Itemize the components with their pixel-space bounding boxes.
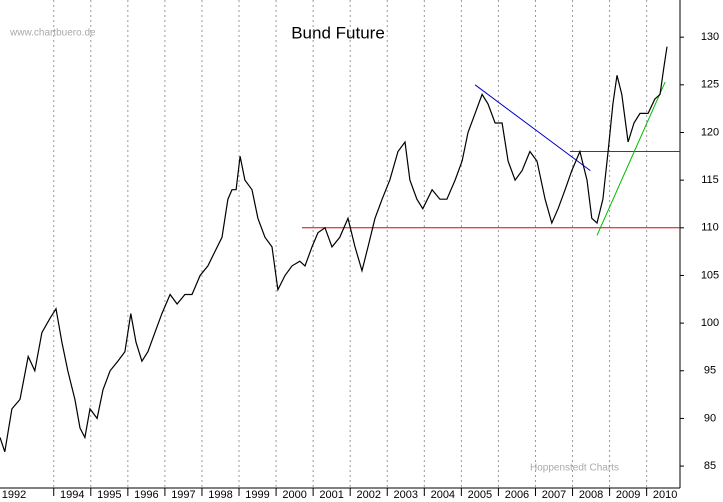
x-tick-label: 2008 [579, 489, 603, 501]
trend-line [474, 84, 591, 172]
y-tick-label: 110 [701, 222, 719, 234]
x-tick-label: 2001 [319, 489, 343, 501]
chart-title: Bund Future [291, 23, 385, 42]
source-note: Hoppenstedt Charts [530, 463, 619, 474]
x-tick-label: 2006 [505, 489, 529, 501]
x-tick-label: 2009 [616, 489, 640, 501]
x-tick-label: 2007 [542, 489, 566, 501]
y-tick-label: 85 [704, 460, 716, 472]
x-tick-label: 1999 [245, 489, 269, 501]
x-tick-label: 1996 [134, 489, 158, 501]
x-tick-label: 2004 [431, 489, 455, 501]
price-line [0, 46, 668, 452]
x-tick-label: 2010 [653, 489, 677, 501]
x-tick-label: 2002 [356, 489, 380, 501]
y-tick-label: 130 [701, 31, 719, 43]
x-tick-label: 1994 [60, 489, 84, 501]
y-tick-label: 100 [701, 317, 719, 329]
x-tick-label: 1992 [2, 489, 26, 501]
x-tick-label: 2003 [394, 489, 418, 501]
x-tick-label: 1998 [208, 489, 232, 501]
watermark: www.chartbuero.de [9, 28, 96, 39]
y-tick-label: 95 [704, 365, 716, 377]
y-tick-label: 115 [701, 174, 719, 186]
y-tick-label: 120 [701, 126, 719, 138]
x-tick-label: 2000 [282, 489, 306, 501]
y-tick-label: 125 [701, 79, 719, 91]
y-tick-label: 105 [701, 269, 719, 281]
x-tick-label: 2005 [468, 489, 492, 501]
x-tick-label: 1997 [171, 489, 195, 501]
y-tick-label: 90 [704, 412, 716, 424]
x-tick-label: 1995 [97, 489, 121, 501]
trend-line [596, 81, 666, 236]
